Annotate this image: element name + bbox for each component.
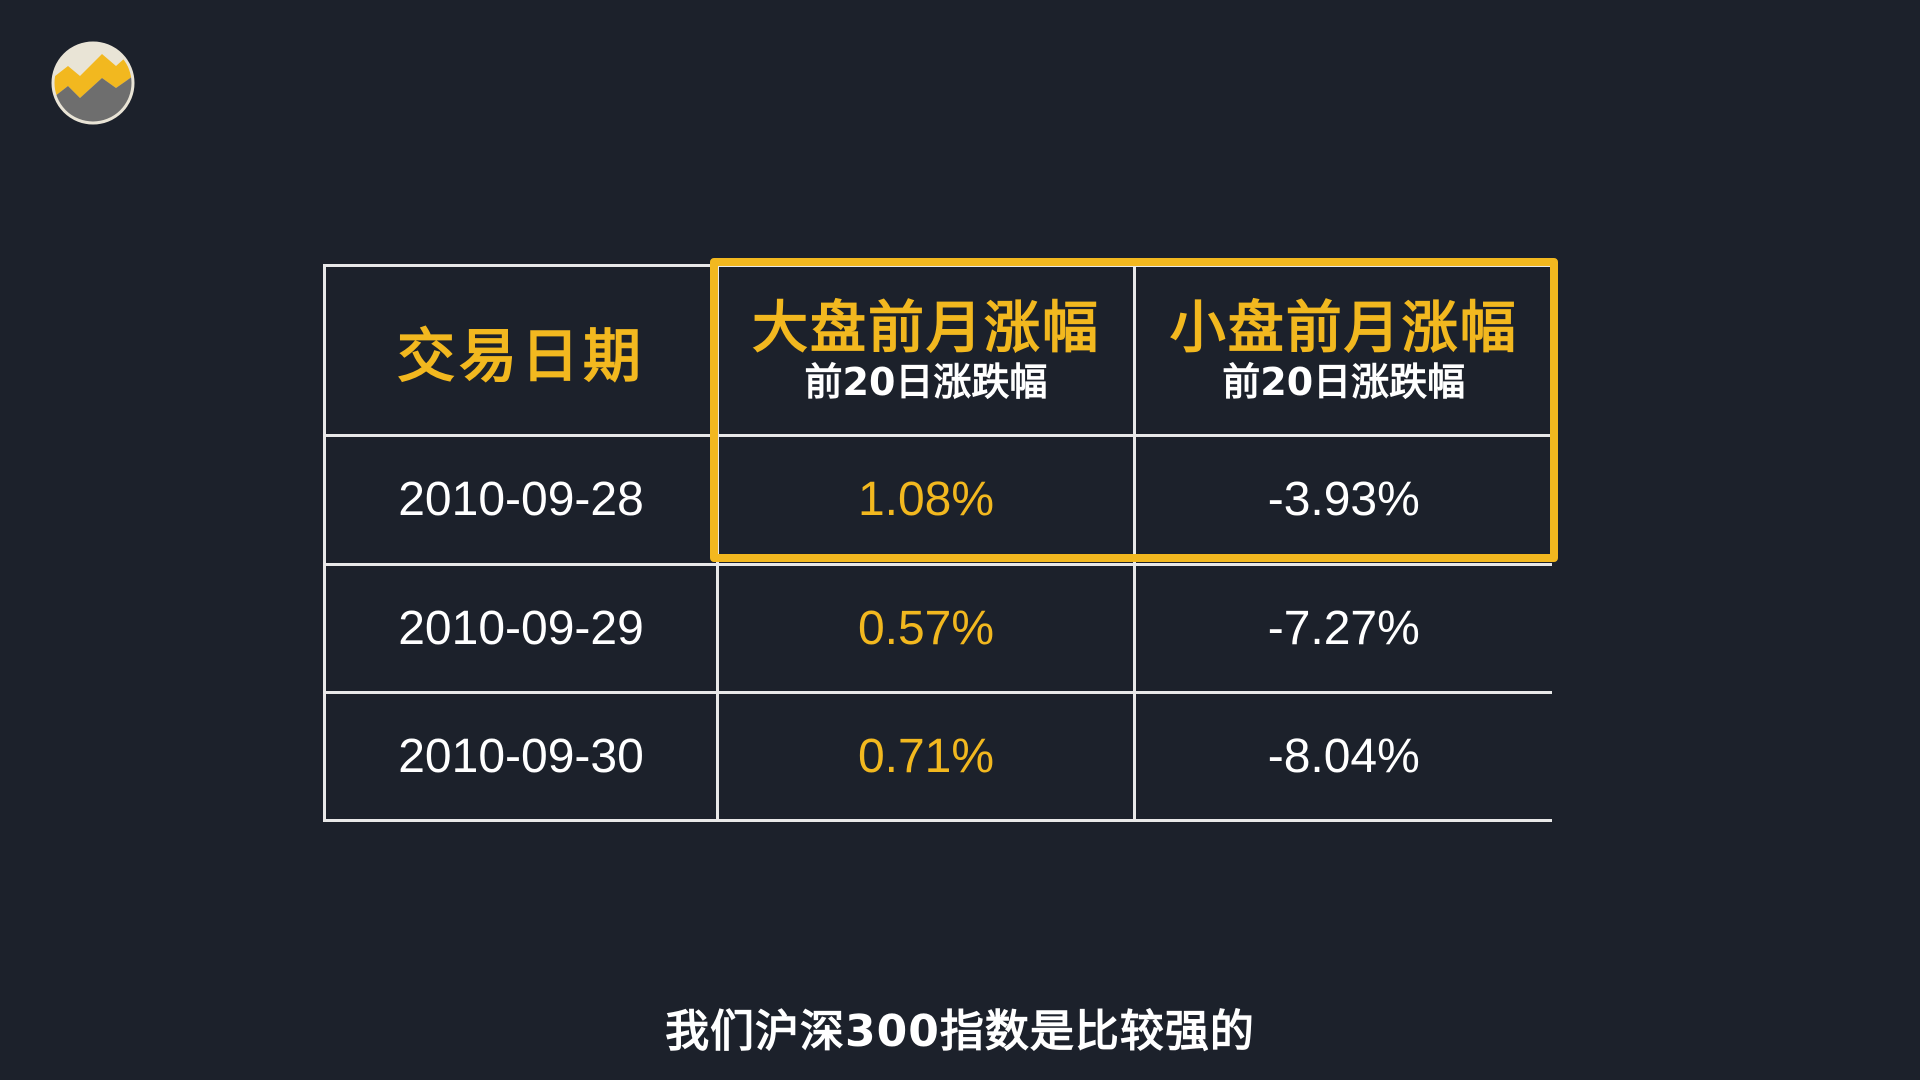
header-small-cap-label: 小盘前月涨幅 bbox=[1169, 295, 1518, 361]
comparison-table: 交易日期 大盘前月涨幅 前20日涨跌幅 小盘前月涨幅 前20日涨跌幅 2010-… bbox=[323, 263, 1552, 823]
large-cap-change-cell: 0.57% bbox=[716, 562, 1136, 694]
channel-logo-icon bbox=[50, 40, 136, 126]
date-cell: 2010-09-29 bbox=[323, 562, 719, 694]
header-large-cap-sublabel: 前20日涨跌幅 bbox=[804, 360, 1048, 404]
header-small-cap: 小盘前月涨幅 前20日涨跌幅 bbox=[1133, 263, 1552, 438]
date-cell: 2010-09-28 bbox=[323, 434, 719, 566]
header-large-cap: 大盘前月涨幅 前20日涨跌幅 bbox=[716, 263, 1136, 438]
table-row: 2010-09-29 0.57% -7.27% bbox=[323, 562, 1552, 694]
date-cell: 2010-09-30 bbox=[323, 690, 719, 823]
header-large-cap-label: 大盘前月涨幅 bbox=[752, 295, 1100, 361]
header-date: 交易日期 bbox=[323, 263, 719, 438]
small-cap-change-cell: -7.27% bbox=[1133, 562, 1552, 694]
header-small-cap-sublabel: 前20日涨跌幅 bbox=[1222, 360, 1466, 404]
header-date-label: 交易日期 bbox=[396, 321, 645, 390]
table-row: 2010-09-30 0.71% -8.04% bbox=[323, 690, 1552, 823]
small-cap-change-cell: -8.04% bbox=[1133, 690, 1552, 823]
video-subtitle: 我们沪深300指数是比较强的 bbox=[665, 1006, 1255, 1057]
large-cap-change-cell: 0.71% bbox=[716, 690, 1136, 823]
table-header-row: 交易日期 大盘前月涨幅 前20日涨跌幅 小盘前月涨幅 前20日涨跌幅 bbox=[323, 263, 1552, 438]
small-cap-change-cell: -3.93% bbox=[1133, 434, 1552, 566]
large-cap-change-cell: 1.08% bbox=[716, 434, 1136, 566]
table-row: 2010-09-28 1.08% -3.93% bbox=[323, 434, 1552, 566]
